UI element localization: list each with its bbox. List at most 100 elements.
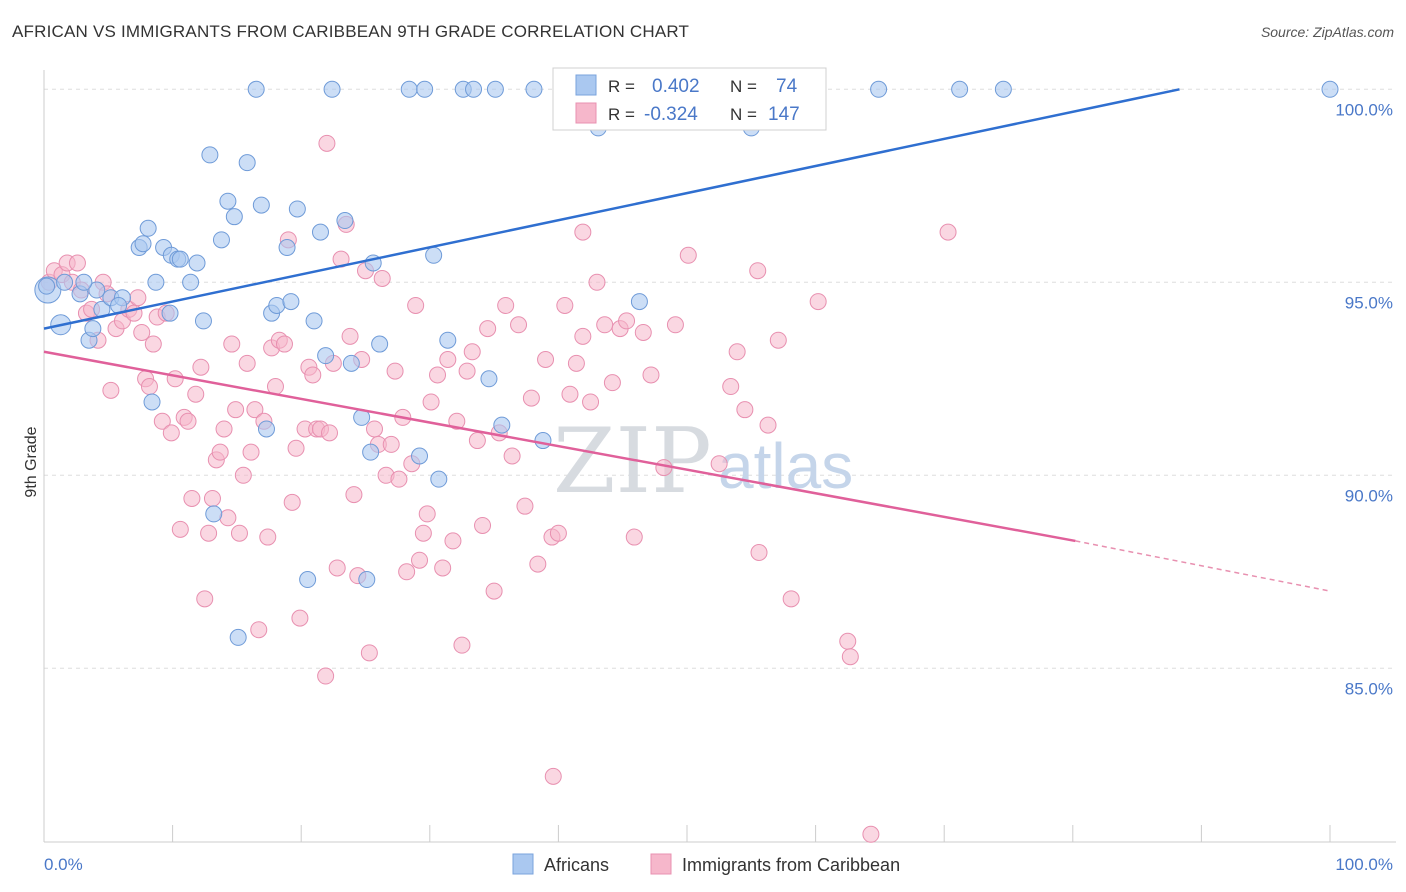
data-point-caribbean	[453, 636, 471, 654]
legend-swatch-caribbean	[575, 102, 597, 124]
data-point-caribbean	[242, 443, 260, 461]
data-point-caribbean	[422, 393, 440, 411]
data-point-caribbean	[769, 331, 787, 349]
data-point-caribbean	[642, 366, 660, 384]
stats-legend: R = 0.402 N = 74 R = -0.324 N = 147	[552, 67, 827, 131]
data-point-africans	[480, 370, 498, 388]
data-point-africans	[182, 273, 200, 291]
data-point-caribbean	[634, 323, 652, 341]
data-point-africans	[257, 420, 275, 438]
data-point-caribbean	[318, 134, 336, 152]
x-tick-label: 0.0%	[44, 855, 83, 874]
data-point-caribbean	[561, 385, 579, 403]
data-point-caribbean	[320, 424, 338, 442]
data-point-caribbean	[444, 532, 462, 550]
legend-r-value-2: -0.324	[644, 104, 698, 125]
data-point-caribbean	[522, 389, 540, 407]
data-point-caribbean	[246, 401, 264, 419]
data-point-caribbean	[625, 528, 643, 546]
data-point-africans	[630, 293, 648, 311]
data-point-caribbean	[304, 366, 322, 384]
data-point-caribbean	[211, 443, 229, 461]
data-point-caribbean	[102, 381, 120, 399]
trend-line-caribbean	[43, 350, 1076, 543]
data-point-caribbean	[474, 516, 492, 534]
data-point-africans	[38, 277, 56, 295]
data-point-caribbean	[386, 362, 404, 380]
data-point-africans	[311, 223, 329, 241]
data-point-caribbean	[171, 520, 189, 538]
data-point-africans	[278, 239, 296, 257]
data-point-caribbean	[238, 354, 256, 372]
data-point-caribbean	[479, 320, 497, 338]
data-point-africans	[75, 273, 93, 291]
data-point-caribbean	[250, 621, 268, 639]
data-point-africans	[188, 254, 206, 272]
data-point-africans	[486, 80, 504, 98]
y-axis-label: 9th Grade	[23, 426, 40, 497]
data-point-caribbean	[567, 354, 585, 372]
data-point-africans	[305, 312, 323, 330]
watermark-atlas: atlas	[718, 430, 853, 502]
data-point-africans	[994, 80, 1012, 98]
legend-r-label-2: R =	[608, 105, 635, 124]
data-point-caribbean	[537, 351, 555, 368]
series-africans-points	[34, 80, 1339, 646]
data-point-caribbean	[582, 393, 600, 411]
data-point-africans	[143, 393, 161, 411]
data-point-caribbean	[529, 555, 547, 573]
data-point-africans	[205, 505, 223, 523]
y-tick-label: 90.0%	[1345, 486, 1393, 505]
trend-line-caribbean-extension	[1075, 540, 1331, 592]
data-point-caribbean	[345, 486, 363, 504]
data-point-caribbean	[227, 401, 245, 419]
data-point-africans	[299, 571, 317, 589]
data-point-caribbean	[144, 335, 162, 353]
data-point-africans	[525, 80, 543, 98]
data-point-caribbean	[749, 262, 767, 280]
data-point-caribbean	[603, 374, 621, 392]
bottom-legend-swatch-africans	[512, 853, 534, 875]
data-point-africans	[268, 296, 286, 314]
data-point-caribbean	[544, 767, 562, 785]
data-point-caribbean	[341, 327, 359, 345]
data-point-africans	[411, 447, 429, 465]
legend-swatch-africans	[575, 74, 597, 96]
watermark-zip: ZIP	[553, 409, 712, 514]
stats-legend-box	[552, 67, 827, 131]
data-point-caribbean	[458, 362, 476, 380]
data-point-caribbean	[618, 312, 636, 330]
data-point-caribbean	[418, 505, 436, 523]
data-point-caribbean	[503, 447, 521, 465]
data-point-caribbean	[839, 632, 857, 650]
data-point-caribbean	[463, 343, 481, 361]
tick-labels: 85.0% 90.0% 95.0% 100.0% 0.0% 100.0%	[44, 100, 1393, 874]
data-point-caribbean	[736, 401, 754, 419]
axes	[43, 70, 1396, 843]
data-point-caribbean	[728, 343, 746, 361]
data-point-caribbean	[429, 366, 447, 384]
watermark: ZIP atlas	[553, 409, 853, 514]
data-point-africans	[1321, 80, 1339, 98]
data-point-africans	[84, 320, 102, 338]
data-point-caribbean	[862, 825, 880, 843]
data-point-africans	[225, 208, 243, 226]
data-point-caribbean	[179, 412, 197, 430]
data-point-caribbean	[434, 559, 452, 577]
data-point-caribbean	[549, 524, 567, 542]
data-point-africans	[465, 80, 483, 98]
data-point-caribbean	[666, 316, 684, 334]
data-point-caribbean	[574, 223, 592, 241]
bottom-legend-africans: Africans	[544, 855, 609, 875]
data-point-africans	[201, 146, 219, 164]
data-point-caribbean	[230, 524, 248, 542]
data-point-caribbean	[215, 420, 233, 438]
grid-lines	[44, 88, 1396, 669]
data-point-caribbean	[414, 524, 432, 542]
data-point-africans	[425, 246, 443, 264]
data-point-africans	[219, 192, 237, 210]
data-point-caribbean	[183, 489, 201, 507]
data-point-caribbean	[275, 335, 293, 353]
bottom-legend-swatch-caribbean	[650, 853, 672, 875]
